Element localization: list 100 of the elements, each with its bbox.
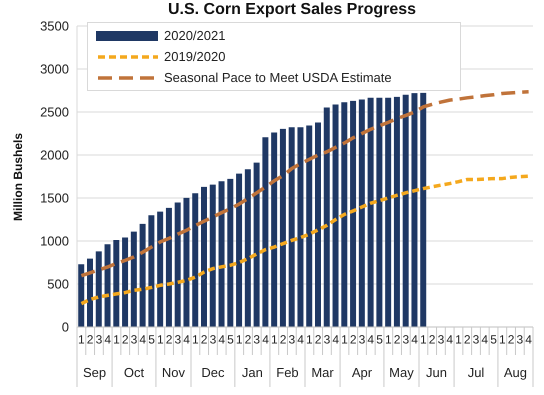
bar <box>314 122 321 327</box>
x-tick-label: 4 <box>297 332 304 347</box>
bar <box>420 92 426 327</box>
x-tick-label: 4 <box>481 332 488 347</box>
x-tick-label: 1 <box>236 332 243 347</box>
bar <box>271 132 278 327</box>
legend-label: 2019/2020 <box>164 49 226 64</box>
x-tick-label: 3 <box>210 332 217 347</box>
x-tick-label: 1 <box>420 332 428 347</box>
y-tick-label: 0 <box>62 320 69 335</box>
x-tick-label: 1 <box>78 332 86 347</box>
bar <box>324 108 330 327</box>
bar <box>411 93 418 327</box>
x-tick-label: 2 <box>464 332 471 347</box>
bar <box>86 258 93 327</box>
text: Dec <box>201 365 225 380</box>
x-tick-label: 2 <box>86 332 94 347</box>
x-tick-label: 4 <box>183 332 190 347</box>
x-tick-label: 4 <box>525 332 532 347</box>
bar <box>368 98 374 327</box>
x-tick-label: 4 <box>104 332 112 347</box>
text: Mar <box>311 365 334 380</box>
y-tick-label: 3000 <box>40 62 69 77</box>
x-tick-label: 5 <box>227 332 234 347</box>
line-series <box>80 90 530 278</box>
x-tick-label: 5 <box>490 332 498 347</box>
bar <box>227 178 234 327</box>
x-tick-label: 3 <box>324 332 331 347</box>
text: Sep <box>82 365 106 380</box>
x-tick-label: 1 <box>341 332 348 347</box>
bar <box>350 100 356 327</box>
x-tick-label: 4 <box>446 332 454 347</box>
text: Jan <box>242 365 263 380</box>
bar <box>157 212 164 327</box>
x-tick-label: 1 <box>498 332 506 347</box>
bar <box>78 264 84 327</box>
text: Jun <box>426 365 448 380</box>
x-tick-label: 2 <box>314 332 322 347</box>
x-tick-label: 3 <box>96 332 103 347</box>
x-tick-label: 4 <box>262 332 270 347</box>
x-tick-label: 4 <box>139 332 146 347</box>
x-tick-label: 1 <box>306 332 314 347</box>
x-tick-label: 3 <box>438 332 445 347</box>
bar <box>341 102 348 327</box>
text: Feb <box>276 365 299 380</box>
bar <box>130 232 137 327</box>
x-tick-label: 2 <box>350 332 357 347</box>
x-tick-label: 4 <box>411 332 418 347</box>
y-axis-title: Million Bushels <box>11 132 26 221</box>
x-tick-label: 3 <box>130 332 138 347</box>
x-tick-label: 2 <box>428 332 436 347</box>
text: Aug <box>504 365 528 380</box>
text: Jul <box>468 365 484 380</box>
legend-label: 2020/2021 <box>164 28 226 43</box>
x-tick-label: 3 <box>516 332 524 347</box>
y-tick-label: 2000 <box>40 148 69 163</box>
bar <box>394 96 400 327</box>
x-tick-label: 4 <box>367 332 374 347</box>
bar <box>183 198 190 327</box>
x-tick-label: 2 <box>280 332 287 347</box>
bar <box>358 100 365 327</box>
text: May <box>389 365 414 380</box>
bar <box>254 162 260 327</box>
bar <box>104 244 111 327</box>
bar <box>140 224 146 327</box>
bar <box>148 215 154 327</box>
x-tick-label: 3 <box>402 332 410 347</box>
x-tick-label: 1 <box>455 332 462 347</box>
x-tick-label: 3 <box>288 332 296 347</box>
x-tick-label: 4 <box>332 332 340 347</box>
text: Oct <box>124 365 144 380</box>
bar <box>376 98 382 327</box>
bar <box>332 104 339 327</box>
bar <box>385 98 392 327</box>
text: Nov <box>162 365 186 380</box>
x-tick-label: 1 <box>270 332 278 347</box>
x-tick-label: 1 <box>113 332 120 347</box>
x-tick-label: 3 <box>358 332 366 347</box>
y-tick-label: 1000 <box>40 234 69 249</box>
y-tick-label: 500 <box>47 276 69 292</box>
legend-label: Seasonal Pace to Meet USDA Estimate <box>164 70 392 85</box>
bar <box>122 238 128 327</box>
x-tick-label: 2 <box>200 332 208 347</box>
bar <box>236 174 242 327</box>
bar <box>96 251 102 327</box>
text: Apr <box>352 365 373 380</box>
bar <box>174 202 181 327</box>
bar <box>288 127 295 327</box>
y-tick-label: 1500 <box>40 190 69 206</box>
x-tick-label: 2 <box>394 332 401 347</box>
bar <box>166 208 172 327</box>
y-tick-label: 3500 <box>40 18 69 34</box>
y-tick-label: 2500 <box>40 104 69 120</box>
chart-title: U.S. Corn Export Sales Progress <box>166 1 418 19</box>
x-tick-label: 1 <box>192 332 200 347</box>
x-tick-label: 2 <box>244 332 252 347</box>
bar <box>192 193 198 327</box>
x-tick-label: 3 <box>174 332 182 347</box>
bar <box>210 184 216 327</box>
bar <box>306 126 312 327</box>
